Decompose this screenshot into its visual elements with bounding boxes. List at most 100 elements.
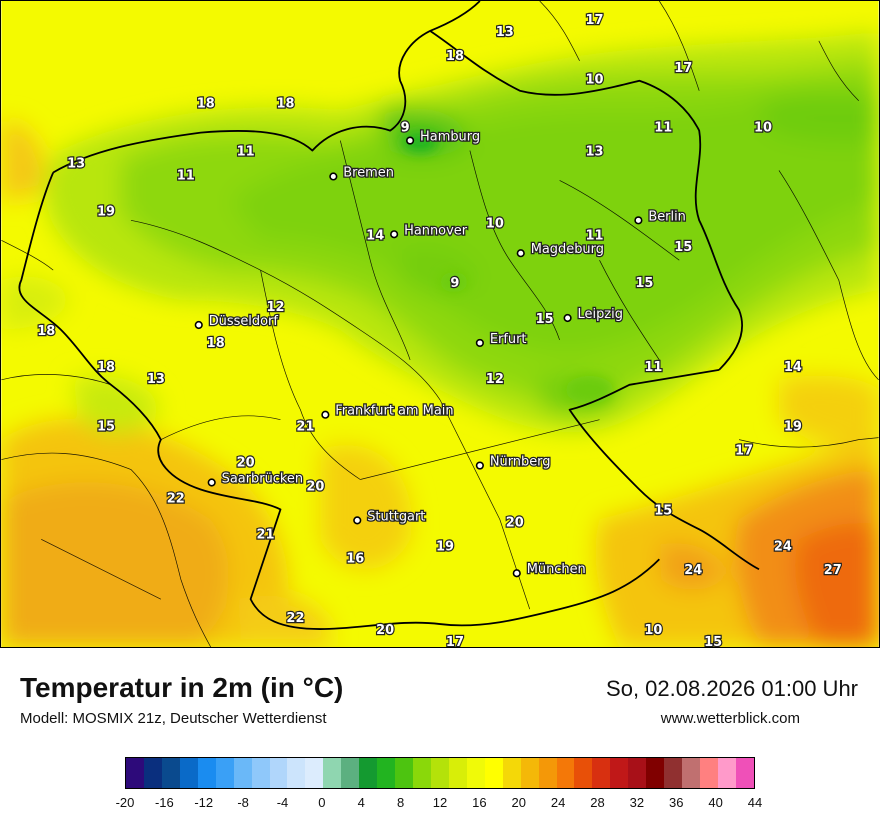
temp-value: 18 <box>276 97 294 112</box>
temp-value: 18 <box>97 360 115 375</box>
national-borders <box>18 1 760 630</box>
legend-swatch <box>592 758 611 788</box>
temp-value: 15 <box>674 240 692 255</box>
temp-value: 24 <box>684 563 702 578</box>
city-label: München <box>527 562 586 577</box>
legend-swatch <box>341 758 360 788</box>
temp-value: 12 <box>267 300 285 315</box>
temp-value: 22 <box>286 611 304 626</box>
temp-value: 15 <box>654 503 672 518</box>
model-source: Modell: MOSMIX 21z, Deutscher Wetterdien… <box>20 710 327 727</box>
city-label: Leipzig <box>578 307 623 322</box>
city-berlin: Berlin <box>634 208 687 226</box>
legend-tick-label: 40 <box>708 795 723 810</box>
legend-swatch <box>377 758 396 788</box>
city-bremen: Bremen <box>329 164 395 182</box>
temp-value: 10 <box>754 121 772 136</box>
temp-value: 17 <box>674 61 692 76</box>
city-label: Nürnberg <box>490 455 551 470</box>
legend-swatch <box>610 758 629 788</box>
city-label: Erfurt <box>490 332 527 347</box>
legend-swatch <box>538 758 557 788</box>
temp-value: 15 <box>536 312 554 327</box>
temp-value: 13 <box>586 145 604 160</box>
city-nuernberg: Nürnberg <box>475 453 552 471</box>
legend-swatch <box>735 758 754 788</box>
legend-tick-label: -20 <box>115 795 135 810</box>
legend-swatch <box>448 758 467 788</box>
legend-tick-label: 20 <box>511 795 526 810</box>
city-markers: Hamburg Bremen Hannover Berlin Magdeburg… <box>194 128 687 579</box>
city-label: Bremen <box>343 165 394 180</box>
map-footer: Temperatur in 2m (in °C) Modell: MOSMIX … <box>0 648 880 830</box>
temp-value: 21 <box>257 527 275 542</box>
city-label: Berlin <box>648 209 686 224</box>
legend-swatch <box>126 758 144 788</box>
temp-value: 13 <box>67 156 85 171</box>
temp-value: 19 <box>784 420 802 435</box>
temp-value: 17 <box>586 13 604 28</box>
temp-value: 10 <box>586 73 604 88</box>
website-link[interactable]: www.wetterblick.com <box>660 710 800 727</box>
city-hamburg: Hamburg <box>406 128 481 146</box>
legend-tick-label: 8 <box>397 795 405 810</box>
legend-tick-label: 36 <box>669 795 684 810</box>
legend-tick-label: -8 <box>237 795 249 810</box>
temp-value: 11 <box>177 168 195 183</box>
temp-value: 20 <box>306 479 324 494</box>
temp-value: 14 <box>366 228 384 243</box>
legend-tick-label: -12 <box>194 795 214 810</box>
legend-swatch <box>233 758 252 788</box>
legend-swatch <box>161 758 180 788</box>
legend-swatch <box>179 758 198 788</box>
legend-swatch <box>287 758 306 788</box>
city-muenchen: München <box>512 561 587 579</box>
city-hannover: Hannover <box>390 222 469 240</box>
legend-tick-label: 4 <box>357 795 365 810</box>
legend-swatch <box>664 758 683 788</box>
temp-value: 14 <box>784 360 802 375</box>
legend-swatch <box>251 758 270 788</box>
city-duesseldorf: Düsseldorf <box>194 313 280 330</box>
temp-value: 20 <box>237 456 255 471</box>
temp-value: 15 <box>635 276 653 291</box>
cold-spots <box>402 132 614 404</box>
temp-value: 27 <box>824 563 842 578</box>
map-svg: 13 17 18 17 10 18 18 9 11 10 13 11 11 13… <box>1 1 879 647</box>
city-leipzig: Leipzig <box>563 306 624 323</box>
legend-swatch <box>430 758 449 788</box>
city-label: Hannover <box>404 223 468 238</box>
temp-value: 20 <box>506 515 524 530</box>
color-legend: -20 -16 -12 -8 -4 0 4 8 12 16 20 24 28 32 36 40 44 <box>116 757 762 810</box>
legend-swatch <box>466 758 485 788</box>
city-erfurt: Erfurt <box>475 331 528 348</box>
temp-value: 20 <box>376 623 394 638</box>
temp-value: 24 <box>774 539 792 554</box>
temp-value: 13 <box>496 25 514 40</box>
temp-value: 22 <box>167 491 185 506</box>
temp-value: 11 <box>586 228 604 243</box>
legend-swatch <box>484 758 503 788</box>
map-title: Temperatur in 2m (in °C) <box>20 672 344 703</box>
legend-tick-label: -4 <box>276 795 289 810</box>
temp-value: 15 <box>97 420 115 435</box>
legend-tick-label: 44 <box>747 795 763 810</box>
state-borders <box>1 1 879 647</box>
legend-swatch <box>717 758 736 788</box>
legend-swatch <box>700 758 718 788</box>
city-saarbruecken: Saarbrücken <box>207 470 304 488</box>
temperature-field <box>1 30 879 647</box>
temp-value: 12 <box>486 372 504 387</box>
legend-swatch <box>359 758 378 788</box>
legend-swatch <box>197 758 216 788</box>
temp-value: 16 <box>346 551 364 566</box>
city-magdeburg: Magdeburg <box>516 241 605 259</box>
legend-tick-label: 12 <box>432 795 448 810</box>
temp-value: 10 <box>644 623 662 638</box>
temp-value: 10 <box>486 216 504 231</box>
legend-tick-label: 0 <box>318 795 326 810</box>
temp-value: 19 <box>97 204 115 219</box>
temp-value: 21 <box>296 420 314 435</box>
legend-swatch <box>395 758 413 788</box>
city-label: Stuttgart <box>367 509 425 524</box>
